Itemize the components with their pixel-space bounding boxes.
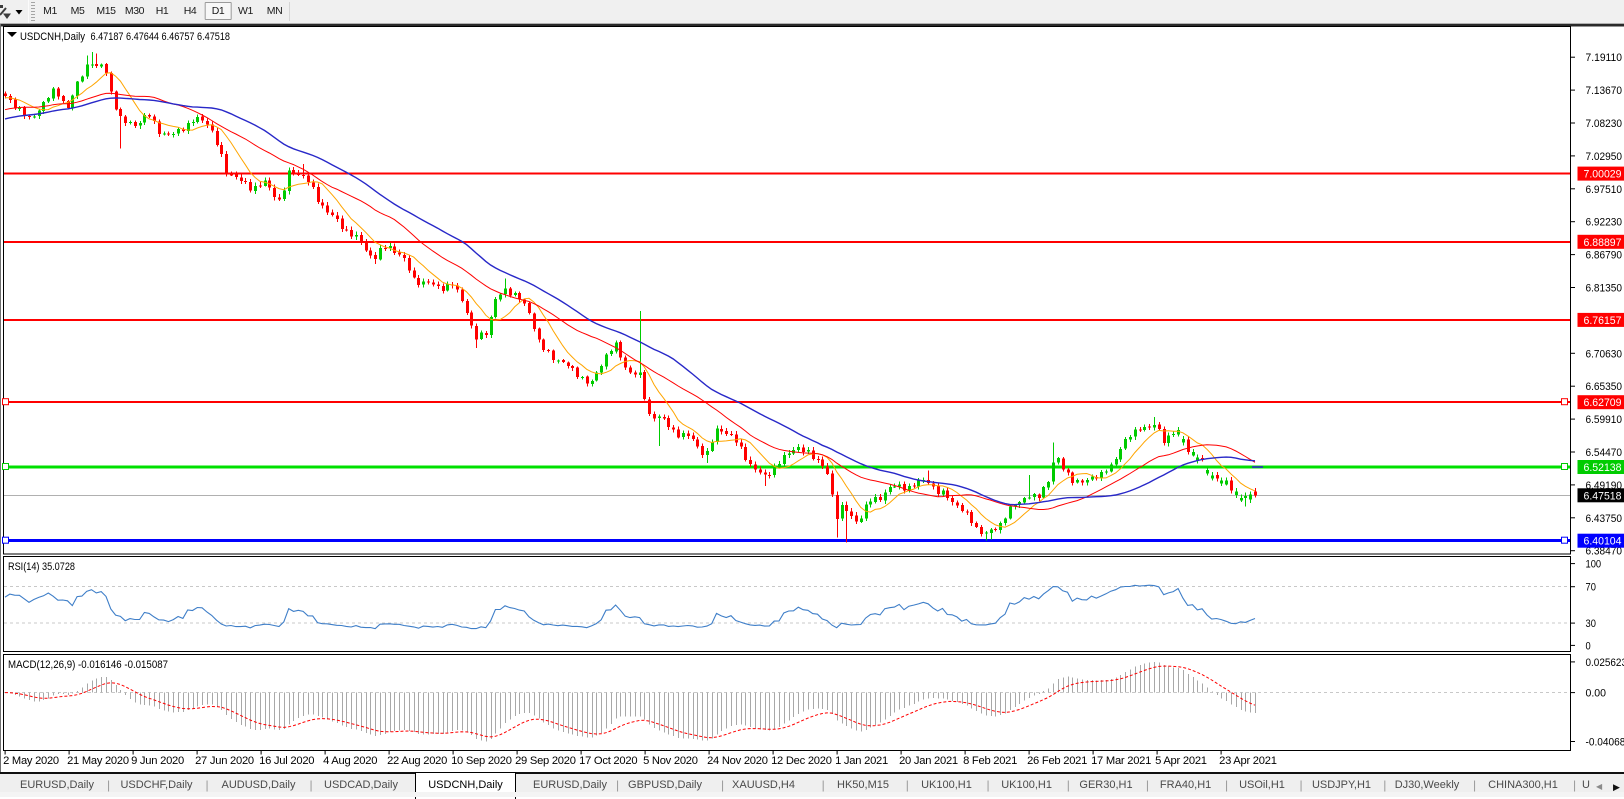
svg-text:22 Aug 2020: 22 Aug 2020 [387, 755, 447, 767]
svg-text:6.86790: 6.86790 [1586, 250, 1623, 262]
svg-text:6.59910: 6.59910 [1586, 414, 1623, 426]
svg-text:6.92230: 6.92230 [1586, 217, 1623, 229]
svg-text:7.19110: 7.19110 [1586, 52, 1623, 64]
svg-text:27 Jun 2020: 27 Jun 2020 [195, 755, 254, 767]
svg-text:6.52138: 6.52138 [1584, 462, 1622, 474]
svg-text:6.47187 6.47644 6.46757 6.4751: 6.47187 6.47644 6.46757 6.47518 [91, 31, 231, 43]
svg-text:6.65350: 6.65350 [1586, 381, 1623, 393]
svg-text:4 Aug 2020: 4 Aug 2020 [323, 755, 377, 767]
svg-text:7.08230: 7.08230 [1586, 118, 1623, 130]
svg-text:RSI(14) 35.0728: RSI(14) 35.0728 [8, 561, 75, 573]
svg-text:0.025623: 0.025623 [1586, 657, 1624, 669]
svg-text:6.54470: 6.54470 [1586, 447, 1623, 459]
svg-text:6.70630: 6.70630 [1586, 348, 1623, 360]
svg-text:8 Feb 2021: 8 Feb 2021 [963, 755, 1017, 767]
svg-text:7.13670: 7.13670 [1586, 85, 1623, 97]
svg-text:6.62709: 6.62709 [1584, 397, 1622, 409]
svg-text:6.81350: 6.81350 [1586, 283, 1623, 295]
svg-text:24 Nov 2020: 24 Nov 2020 [707, 755, 768, 767]
svg-text:17 Oct 2020: 17 Oct 2020 [579, 755, 637, 767]
svg-text:7.02950: 7.02950 [1586, 151, 1623, 163]
svg-text:MACD(12,26,9) -0.016146 -0.015: MACD(12,26,9) -0.016146 -0.015087 [8, 659, 168, 671]
svg-text:26 Feb 2021: 26 Feb 2021 [1027, 755, 1087, 767]
svg-text:9 Jun 2020: 9 Jun 2020 [131, 755, 184, 767]
svg-text:6.97510: 6.97510 [1586, 184, 1623, 196]
svg-text:100: 100 [1586, 559, 1602, 571]
svg-text:16 Jul 2020: 16 Jul 2020 [259, 755, 314, 767]
svg-text:5 Apr 2021: 5 Apr 2021 [1155, 755, 1207, 767]
svg-text:17 Mar 2021: 17 Mar 2021 [1091, 755, 1151, 767]
svg-text:10 Sep 2020: 10 Sep 2020 [451, 755, 512, 767]
svg-text:-0.040687: -0.040687 [1586, 737, 1624, 749]
svg-text:29 Sep 2020: 29 Sep 2020 [515, 755, 576, 767]
svg-text:6.88897: 6.88897 [1584, 237, 1622, 249]
svg-text:2 May 2020: 2 May 2020 [3, 755, 59, 767]
svg-text:0: 0 [1586, 640, 1591, 652]
svg-text:1 Jan 2021: 1 Jan 2021 [835, 755, 888, 767]
svg-text:30: 30 [1586, 618, 1596, 630]
svg-text:USDCNH,Daily: USDCNH,Daily [20, 31, 85, 43]
svg-text:21 May 2020: 21 May 2020 [67, 755, 129, 767]
svg-text:7.00029: 7.00029 [1584, 169, 1622, 181]
svg-text:6.47518: 6.47518 [1584, 490, 1622, 502]
svg-text:20 Jan 2021: 20 Jan 2021 [899, 755, 958, 767]
svg-text:6.76157: 6.76157 [1584, 315, 1622, 327]
svg-text:12 Dec 2020: 12 Dec 2020 [771, 755, 832, 767]
svg-text:70: 70 [1586, 582, 1596, 594]
svg-text:23 Apr 2021: 23 Apr 2021 [1219, 755, 1277, 767]
svg-text:5 Nov 2020: 5 Nov 2020 [643, 755, 698, 767]
svg-text:0.00: 0.00 [1586, 688, 1607, 700]
svg-text:6.40104: 6.40104 [1584, 536, 1622, 548]
svg-text:6.43750: 6.43750 [1586, 513, 1623, 525]
